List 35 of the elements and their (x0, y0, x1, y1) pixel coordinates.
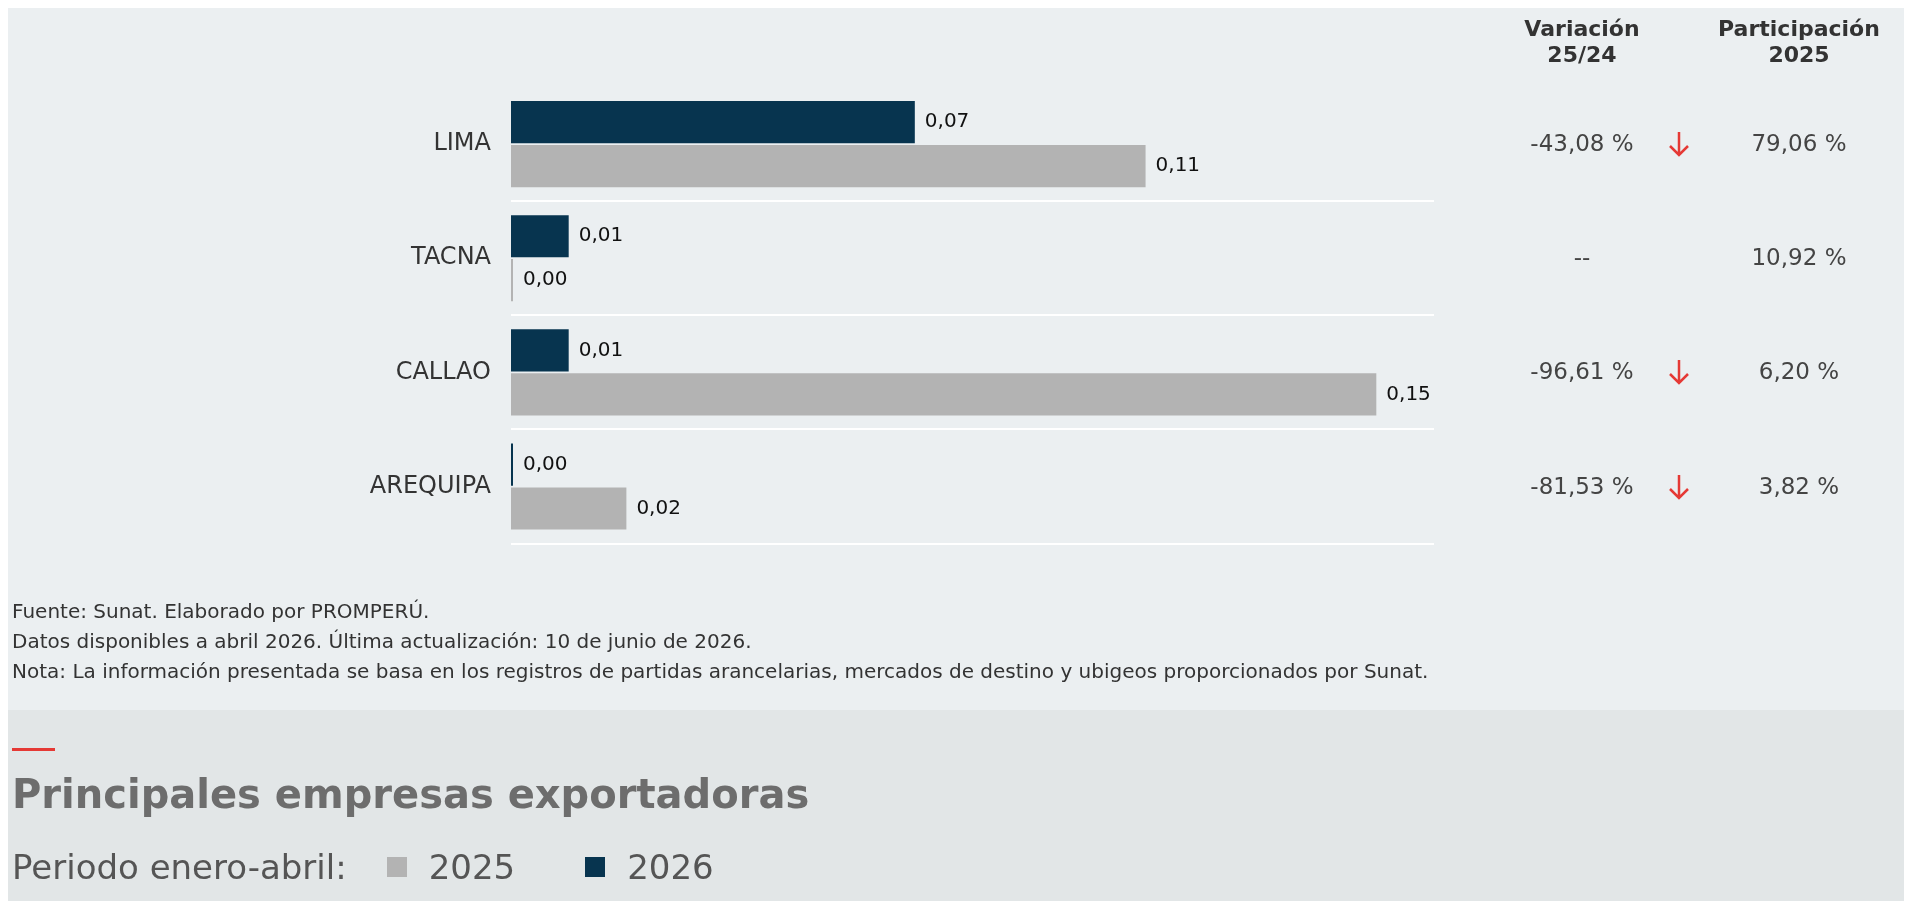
bar (511, 373, 1377, 416)
text: -- (1572, 244, 1592, 271)
text: -43,08 % (1529, 130, 1635, 157)
text: -96,61 % (1529, 358, 1635, 385)
data-label: 0,02 (636, 494, 681, 519)
text: 79,06 % (1750, 130, 1848, 157)
legend-label: 2026 (627, 847, 714, 887)
bar (511, 101, 915, 144)
legend-label: 2025 (428, 847, 516, 887)
data-label: 0,01 (578, 222, 624, 247)
text: 10,92 % (1750, 244, 1848, 271)
text: -81,53 % (1529, 472, 1635, 499)
data-label: 0,00 (523, 266, 568, 291)
data-label: 0,01 (578, 336, 624, 361)
bar (511, 487, 627, 530)
bar (511, 329, 569, 372)
text: Nota: La información presentada se basa en los registros de partidas arancelarias, mercados de destino y ubigeos proporcionados por Sunat. (12, 658, 1430, 685)
text: Datos disponibles a abril 2026. Última actualización: 10 de junio de 2026. (12, 628, 753, 655)
text: Participación 2025 (1717, 16, 1881, 68)
y-tick-label: CALLAO (395, 356, 491, 385)
y-tick-label: AREQUIPA (369, 470, 492, 499)
data-label: 0,11 (1155, 152, 1201, 177)
text: Principales empresas exportadoras (12, 771, 811, 817)
y-tick-label: TACNA (410, 242, 492, 271)
source-note: Fuente: Sunat. Elaborado por PROMPERÚ. (12, 598, 431, 625)
text: 6,20 % (1757, 358, 1841, 385)
legend-title: Periodo enero-abril: (12, 847, 347, 887)
text: Variación 25/24 (1523, 16, 1641, 68)
data-label: 0,00 (523, 450, 568, 475)
y-tick-label: LIMA (433, 128, 492, 157)
bar (511, 144, 1146, 188)
text: 3,82 % (1757, 472, 1841, 499)
bar (511, 215, 569, 258)
data-label: 0,07 (924, 108, 970, 133)
data-label: 0,15 (1386, 380, 1431, 405)
